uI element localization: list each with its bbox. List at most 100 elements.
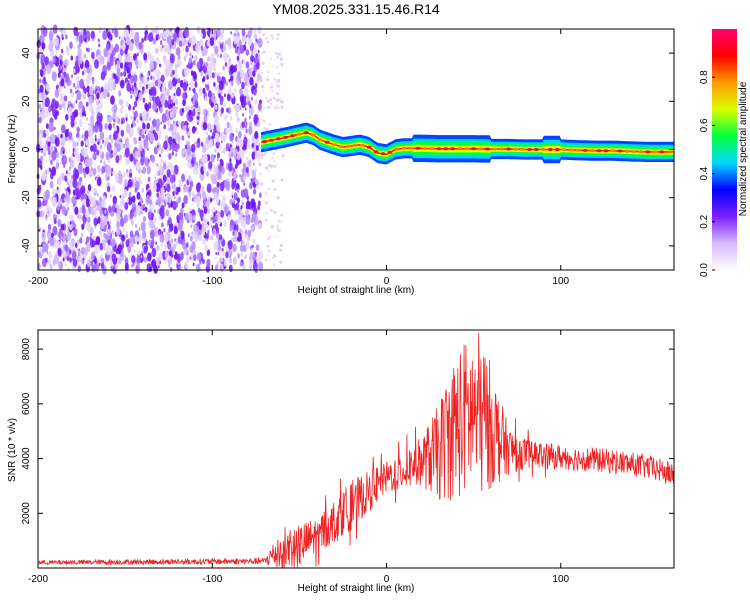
signal-peak (513, 147, 518, 151)
noise-speck (91, 76, 95, 82)
noise-speck (276, 196, 280, 200)
noise-speck (74, 206, 79, 215)
noise-speck (229, 123, 232, 128)
noise-speck (202, 258, 205, 264)
signal-peak (429, 147, 435, 151)
noise-speck (64, 73, 70, 84)
noise-speck (75, 242, 78, 248)
noise-speck (138, 41, 143, 50)
noise-speck (254, 33, 258, 40)
noise-speck (200, 186, 204, 194)
noise-speck (229, 158, 232, 163)
noise-speck (166, 44, 171, 53)
noise-speck (63, 105, 67, 112)
noise-speck (112, 149, 118, 158)
noise-speck (234, 209, 238, 216)
noise-speck (207, 208, 210, 214)
colorbar-tick-label: 0.2 (699, 214, 710, 228)
noise-speck (176, 37, 180, 44)
noise-speck (191, 35, 197, 46)
noise-speck (213, 169, 216, 176)
noise-speck (113, 125, 117, 132)
noise-speck (146, 112, 150, 119)
noise-speck (175, 47, 180, 56)
noise-speck (152, 96, 155, 102)
signal-peak (464, 147, 469, 151)
noise-speck (245, 166, 249, 174)
noise-speck (152, 120, 155, 125)
noise-speck (38, 103, 42, 110)
x-tick-label: 100 (552, 574, 569, 585)
noise-speck (230, 116, 233, 121)
noise-speck (172, 70, 175, 75)
noise-speck (243, 136, 248, 146)
noise-speck (134, 100, 138, 108)
noise-speck (133, 137, 137, 145)
noise-speck (162, 30, 167, 40)
noise-speck (81, 204, 85, 211)
noise-speck (214, 148, 217, 153)
noise-speck (88, 96, 93, 105)
noise-speck (131, 130, 134, 134)
noise-speck (41, 31, 43, 35)
noise-speck (129, 242, 132, 248)
noise-speck (138, 81, 142, 88)
noise-speck (110, 172, 113, 177)
noise-speck (58, 103, 63, 111)
noise-speck (205, 200, 210, 209)
noise-speck (130, 219, 134, 226)
noise-speck (114, 29, 119, 38)
noise-speck (59, 204, 63, 210)
noise-speck (85, 265, 88, 270)
noise-speck (182, 92, 186, 100)
noise-speck (211, 173, 216, 184)
noise-speck (155, 30, 158, 35)
noise-speck (88, 122, 90, 126)
noise-speck (212, 98, 215, 103)
noise-speck (243, 72, 249, 82)
noise-speck (189, 180, 194, 188)
noise-speck (130, 95, 133, 99)
noise-speck (177, 63, 179, 68)
noise-speck (91, 51, 95, 60)
noise-speck (150, 154, 156, 164)
noise-speck (272, 37, 275, 40)
noise-speck (186, 145, 192, 156)
noise-speck (183, 153, 186, 158)
noise-speck (108, 134, 112, 140)
noise-speck (104, 122, 108, 130)
noise-speck (105, 245, 111, 256)
noise-speck (236, 182, 240, 190)
noise-speck (125, 117, 128, 122)
noise-speck (257, 158, 260, 162)
noise-speck (185, 105, 188, 111)
noise-speck (62, 150, 65, 154)
noise-speck (202, 87, 206, 95)
noise-speck (239, 261, 243, 267)
noise-speck (253, 114, 259, 124)
signal-peak (533, 148, 539, 151)
noise-speck (210, 154, 215, 163)
noise-speck (247, 229, 252, 238)
noise-speck (137, 59, 142, 69)
noise-speck (67, 206, 70, 212)
noise-speck (176, 198, 179, 203)
noise-speck (265, 166, 268, 169)
noise-speck (133, 164, 136, 168)
noise-speck (242, 168, 245, 174)
noise-speck (244, 229, 248, 235)
noise-speck (75, 99, 78, 104)
noise-speck (100, 200, 105, 208)
noise-speck (219, 53, 223, 59)
noise-speck (176, 106, 178, 110)
signal-peak (408, 146, 414, 150)
noise-speck (196, 61, 201, 70)
noise-speck (160, 205, 165, 214)
noise-speck (273, 160, 276, 163)
noise-speck (111, 139, 114, 144)
noise-speck (188, 192, 192, 198)
noise-speck (40, 35, 45, 44)
noise-speck (200, 32, 204, 39)
noise-speck (92, 143, 97, 153)
noise-speck (120, 240, 123, 245)
